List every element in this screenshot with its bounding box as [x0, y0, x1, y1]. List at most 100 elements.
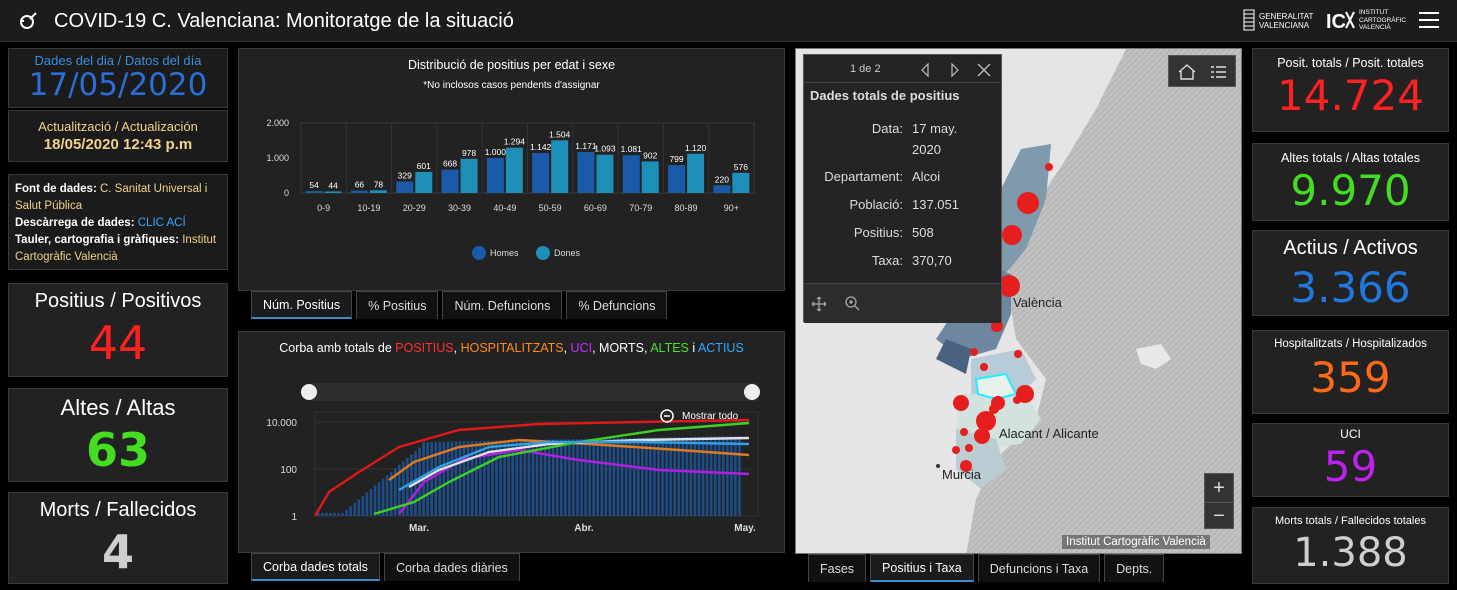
- daily-bar: [734, 436, 737, 516]
- hamburger-menu-icon[interactable]: [1419, 12, 1439, 30]
- daily-bar: [604, 438, 608, 516]
- daily-bar: [474, 441, 478, 516]
- source-key: Font de dades:: [15, 183, 97, 195]
- daily-bar: [580, 439, 583, 516]
- generalitat-logo[interactable]: GENERALITAT VALENCIANA: [1242, 8, 1314, 34]
- curve-title-hosp: HOSPITALITZATS: [460, 341, 564, 355]
- curve-chart-panel: Corba amb totals de POSITIUS, HOSPITALIT…: [238, 331, 785, 553]
- daily-bar: [539, 439, 543, 516]
- zoom-to-icon[interactable]: [845, 296, 860, 311]
- download-line: Descàrrega de dades: CLIC ACÍ: [15, 215, 221, 232]
- zoom-out-button[interactable]: −: [1205, 502, 1233, 529]
- bar-dones: [460, 158, 478, 193]
- daily-bar: [709, 436, 713, 516]
- daily-bar: [697, 436, 701, 516]
- prev-icon[interactable]: [921, 62, 929, 78]
- zoom-controls: + −: [1204, 473, 1234, 529]
- virus-logo-icon: [20, 12, 37, 29]
- bar-dones: [551, 140, 569, 193]
- bar-homes: [350, 190, 368, 193]
- altes-total-value: 9.970: [1290, 166, 1411, 215]
- sources-panel: Font de dades: C. Sanitat Universal i Sa…: [8, 174, 228, 270]
- map-label-alacant: Alacant / Alicante: [999, 426, 1099, 441]
- curve-sep-2: ,: [563, 341, 571, 355]
- zoom-in-button[interactable]: +: [1213, 477, 1225, 499]
- map-tab-3[interactable]: Depts.: [1104, 554, 1165, 582]
- pan-icon[interactable]: [811, 296, 827, 312]
- map-tab-1[interactable]: Positius i Taxa: [870, 554, 974, 582]
- uci-card: UCI 59: [1252, 423, 1449, 497]
- hosp-label: Hospitalitzats / Hospitalizados: [1274, 338, 1427, 350]
- region-alcoi-selected[interactable]: [974, 372, 1018, 401]
- update-panel: Actualització / Actualización 18/05/2020…: [8, 110, 228, 162]
- range-slider-left-handle: [301, 384, 317, 400]
- popup-row-key: Data:: [871, 121, 903, 136]
- curve-title-morts: MORTS: [599, 341, 644, 355]
- board-line: Tauler, cartografia i gràfiques: Institu…: [15, 232, 221, 266]
- daily-bar: [572, 439, 575, 516]
- curve-chart-tab-0[interactable]: Corba dades totals: [251, 553, 380, 581]
- curve-chart-tab-1[interactable]: Corba dades diàries: [383, 553, 520, 581]
- morts-total-value: 1.388: [1293, 530, 1408, 576]
- legend-dones-swatch: [536, 246, 550, 260]
- daily-bar: [531, 439, 535, 516]
- daily-bar: [738, 436, 741, 516]
- download-link[interactable]: CLIC ACÍ: [137, 217, 186, 229]
- y-tick-label: 1: [291, 512, 297, 523]
- actius-value: 3.366: [1290, 263, 1411, 312]
- daily-bar: [353, 502, 357, 516]
- icv-text-2: CARTOGRÀFIC: [1359, 16, 1407, 24]
- daily-bar: [555, 439, 559, 516]
- hosp-card: Hospitalitzats / Hospitalizados 359: [1252, 330, 1449, 414]
- daily-bar: [576, 439, 579, 516]
- map-label-murcia: Murcia: [942, 467, 982, 482]
- close-icon[interactable]: [977, 63, 991, 77]
- date-label: Dades del dia / Datos del día: [34, 53, 202, 68]
- zoom-out-icon: [660, 409, 674, 423]
- map-tab-0[interactable]: Fases: [808, 554, 867, 582]
- daily-bar: [325, 513, 328, 516]
- curve-title-uci: UCI: [570, 341, 593, 355]
- daily-bar: [483, 440, 486, 516]
- map-tab-2[interactable]: Defuncions i Taxa: [977, 554, 1101, 582]
- altes-total-card: Altes totals / Altas totales 9.970: [1252, 143, 1449, 221]
- home-icon[interactable]: [1178, 64, 1196, 80]
- age-chart-tab-3[interactable]: % Defuncions: [566, 291, 668, 319]
- x-tick-label: 30-39: [448, 203, 471, 213]
- gva-text-2: VALENCIANA: [1259, 21, 1310, 30]
- case-bubbles: [952, 163, 1053, 472]
- age-chart-tab-0[interactable]: Núm. Positius: [251, 291, 353, 319]
- svg-text:IC: IC: [1326, 11, 1346, 32]
- bar-dones: [369, 190, 387, 193]
- icv-logo[interactable]: IC INSTITUT CARTOGRÀFIC VALENCIÀ: [1326, 8, 1406, 34]
- daily-bar: [713, 436, 717, 516]
- range-slider-right-handle: [744, 384, 760, 400]
- daily-bar: [669, 437, 672, 516]
- daily-bar: [701, 436, 705, 516]
- daily-bar: [487, 440, 490, 516]
- map-attribution: Institut Cartogràfic Valencià: [1062, 535, 1210, 549]
- daily-bar: [624, 438, 628, 516]
- daily-bar: [503, 440, 506, 516]
- daily-bar: [551, 439, 555, 516]
- daily-bar: [373, 485, 377, 516]
- age-chart-tab-2[interactable]: Núm. Defuncions: [442, 291, 563, 319]
- daily-bar: [592, 438, 595, 516]
- daily-bar: [491, 440, 494, 516]
- age-chart-tab-1[interactable]: % Positius: [356, 291, 439, 319]
- daily-bar: [462, 441, 466, 516]
- next-icon[interactable]: [951, 62, 959, 78]
- board-key: Tauler, cartografia i gràfiques:: [15, 234, 180, 246]
- daily-bar: [321, 513, 324, 516]
- daily-bar: [317, 513, 320, 516]
- curve-chart-title: Corba amb totals de POSITIUS, HOSPITALIT…: [239, 341, 784, 355]
- icv-emblem-icon: IC: [1326, 11, 1355, 33]
- legend-dones-label: Dones: [554, 248, 581, 258]
- daily-bar: [657, 437, 660, 516]
- board-value: Institut Cartogràfic Valencià: [15, 234, 217, 263]
- actius-card: Actius / Activos 3.366: [1252, 230, 1449, 316]
- daily-bar: [337, 513, 340, 516]
- popup-row-value: 17 may.: [912, 121, 958, 136]
- layer-list-icon[interactable]: [1211, 66, 1226, 78]
- daily-bar: [653, 437, 656, 516]
